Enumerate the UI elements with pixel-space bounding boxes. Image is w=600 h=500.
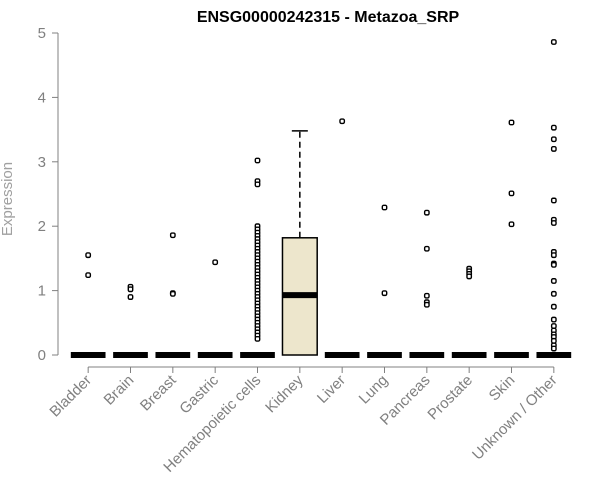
outlier-unknown-other-13 — [550, 303, 557, 310]
outlier-liver-0 — [339, 118, 346, 125]
x-tick-label-kidney: Kidney — [262, 371, 307, 416]
box-gastric — [197, 259, 233, 358]
box-kidney — [281, 130, 318, 356]
y-axis-label: Expression — [0, 162, 16, 236]
outlier-prostate-3 — [466, 273, 473, 280]
outlier-unknown-other-19 — [550, 337, 557, 344]
y-tick-label-4: 4 — [38, 89, 46, 106]
outlier-bladder-0 — [85, 252, 92, 259]
outlier-hematopoietic-cells-2 — [254, 181, 261, 188]
outlier-skin-0 — [508, 119, 515, 126]
y-tick-label-0: 0 — [38, 347, 46, 364]
x-tick-label-lung: Lung — [356, 372, 392, 408]
outlier-unknown-other-12 — [550, 290, 557, 297]
outlier-pancreas-4 — [423, 301, 430, 308]
outlier-brain-2 — [127, 294, 134, 300]
x-tick-label-liver: Liver — [314, 372, 349, 407]
box-liver — [324, 118, 360, 358]
y-tick-label-5: 5 — [38, 25, 46, 42]
outlier-gastric-0 — [212, 259, 219, 266]
x-tick-label-bladder: Bladder — [46, 372, 95, 421]
box-brain — [113, 283, 148, 358]
outlier-unknown-other-15 — [550, 323, 557, 329]
outlier-bladder-1 — [85, 272, 92, 279]
outlier-unknown-other-1 — [550, 124, 557, 131]
y-tick-label-1: 1 — [38, 283, 46, 300]
outlier-unknown-other-10 — [550, 261, 557, 268]
outlier-unknown-other-8 — [550, 252, 557, 259]
x-tick-label-breast: Breast — [137, 371, 180, 414]
box-prostate — [451, 265, 487, 358]
x-tick-label-skin: Skin — [486, 372, 519, 405]
outlier-unknown-other-3 — [550, 146, 557, 152]
box-unknown-other — [536, 39, 572, 358]
x-tick-label-brain: Brain — [101, 372, 138, 409]
outlier-skin-1 — [508, 190, 515, 197]
outlier-unknown-other-4 — [550, 197, 557, 204]
outlier-pancreas-0 — [423, 209, 430, 216]
x-tick-label-prostate: Prostate — [424, 372, 476, 424]
box-lung — [367, 204, 402, 358]
outlier-pancreas-1 — [423, 245, 430, 252]
y-axis: 0 1 2 3 4 5 — [38, 25, 59, 364]
outlier-breast-0 — [169, 232, 176, 239]
outlier-lung-1 — [381, 290, 388, 297]
outlier-breast-2 — [169, 290, 176, 297]
box-skin — [494, 119, 529, 358]
box-bladder — [70, 252, 106, 358]
outlier-hematopoietic-cells-38 — [254, 336, 261, 342]
outlier-unknown-other-0 — [550, 39, 557, 45]
box-hematopoietic-cells — [240, 157, 275, 358]
y-tick-label-3: 3 — [38, 154, 46, 171]
outlier-unknown-other-21 — [550, 345, 557, 352]
boxes-group — [70, 39, 572, 358]
chart-title: ENSG00000242315 - Metazoa_SRP — [197, 9, 460, 26]
outlier-brain-1 — [127, 286, 134, 293]
outlier-unknown-other-11 — [550, 278, 557, 284]
box-pancreas — [409, 209, 445, 358]
outlier-lung-0 — [381, 204, 388, 211]
outlier-hematopoietic-cells-0 — [254, 157, 261, 164]
outlier-unknown-other-6 — [550, 220, 557, 226]
box-breast — [155, 232, 191, 358]
outlier-skin-2 — [508, 221, 515, 228]
y-tick-label-2: 2 — [38, 218, 46, 235]
outlier-unknown-other-14 — [550, 316, 557, 323]
outlier-pancreas-2 — [423, 292, 430, 299]
outlier-unknown-other-2 — [550, 136, 557, 143]
